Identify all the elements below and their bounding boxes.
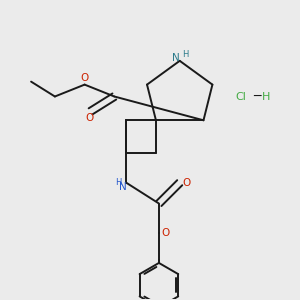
Text: O: O <box>86 113 94 123</box>
Text: ─: ─ <box>253 90 261 103</box>
Text: N: N <box>172 53 180 64</box>
Text: N: N <box>119 182 127 192</box>
Text: H: H <box>262 92 271 101</box>
Text: O: O <box>161 228 169 238</box>
Text: H: H <box>182 50 188 59</box>
Text: Cl: Cl <box>235 92 246 101</box>
Text: O: O <box>182 178 190 188</box>
Text: O: O <box>80 73 89 83</box>
Text: H: H <box>116 178 122 187</box>
